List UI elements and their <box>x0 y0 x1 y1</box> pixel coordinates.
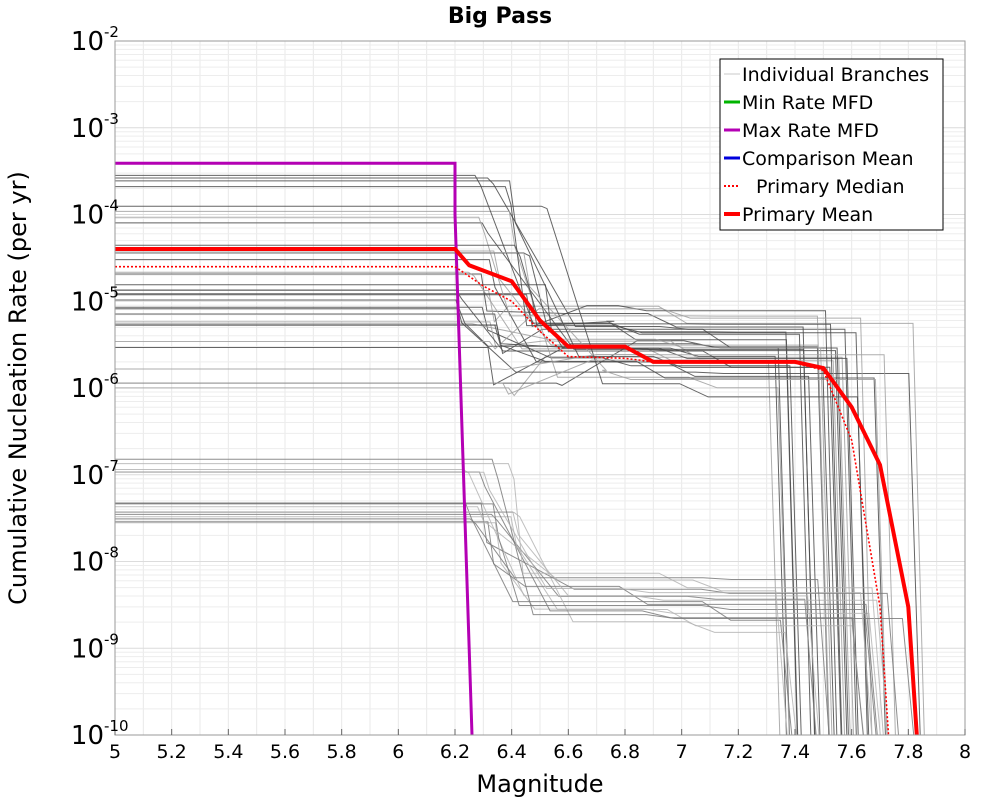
x-tick-label: 7 <box>676 741 688 763</box>
y-tick-label: 10 <box>71 114 104 144</box>
x-tick-label: 8 <box>959 741 971 763</box>
branch-line <box>115 463 884 736</box>
legend-label: Primary Mean <box>742 204 873 226</box>
branch-line <box>115 244 843 736</box>
x-tick-label: 7.4 <box>780 741 810 763</box>
series-max-rate-mfd <box>115 161 474 736</box>
y-tick-exponent: -7 <box>104 457 119 475</box>
legend-label: Comparison Mean <box>742 148 914 170</box>
branch-line <box>115 222 848 736</box>
legend-label: Min Rate MFD <box>742 92 873 114</box>
x-tick-label: 5.4 <box>213 741 243 763</box>
legend-label: Max Rate MFD <box>742 120 879 142</box>
branch-line <box>115 511 889 736</box>
x-tick-label: 7.8 <box>893 741 923 763</box>
y-tick-exponent: -10 <box>104 717 129 735</box>
branch-line <box>115 516 865 736</box>
branch-line <box>115 506 788 736</box>
branch-line <box>115 216 830 736</box>
x-tick-label: 7.6 <box>837 741 867 763</box>
y-tick-exponent: -6 <box>104 370 119 388</box>
x-tick-label: 6.8 <box>610 741 640 763</box>
branch-line <box>115 324 886 736</box>
plot-frame <box>114 40 966 736</box>
y-tick-label: 10 <box>71 548 104 578</box>
chart-title: Big Pass <box>448 4 552 29</box>
branch-line <box>115 323 833 736</box>
branch-line <box>115 471 864 736</box>
series-primary-mean <box>115 247 919 736</box>
branch-line <box>115 252 888 736</box>
branch-line <box>115 471 873 736</box>
legend: Individual Branches Min Rate MFD Max Rate … <box>719 58 944 231</box>
legend-label: Primary Median <box>756 176 905 198</box>
branch-line <box>115 458 915 736</box>
y-tick-label: 10 <box>71 287 104 317</box>
x-tick-label: 6.4 <box>497 741 527 763</box>
legend-label: Individual Branches <box>742 64 929 86</box>
branch-line <box>115 174 812 736</box>
branch-line <box>115 354 896 736</box>
branch-line <box>115 273 815 736</box>
branch-line <box>115 180 835 736</box>
branch-line <box>115 513 817 736</box>
branch-line <box>115 259 821 736</box>
y-tick-label: 10 <box>71 634 104 664</box>
branch-line <box>115 502 793 736</box>
y-tick-label: 10 <box>71 27 104 57</box>
branch-line <box>115 252 798 736</box>
y-tick-label: 10 <box>71 374 104 404</box>
y-tick-label: 10 <box>71 461 104 491</box>
y-tick-exponent: -9 <box>104 630 119 648</box>
x-tick-label: 6 <box>392 741 404 763</box>
x-axis-label: Magnitude <box>476 770 603 798</box>
branch-line <box>115 186 868 736</box>
x-tick-label: 7.2 <box>723 741 753 763</box>
main-series <box>115 161 919 736</box>
legend-box <box>719 58 944 231</box>
branch-line <box>115 521 878 736</box>
y-tick-exponent: -2 <box>104 23 119 41</box>
x-tick-label: 6.6 <box>553 741 583 763</box>
y-axis-label: Cumulative Nucleation Rate (per yr) <box>4 171 32 605</box>
branch-line <box>115 518 830 736</box>
y-tick-label: 10 <box>71 721 104 751</box>
branch-line <box>115 503 877 736</box>
y-tick-exponent: -4 <box>104 197 119 215</box>
x-tick-label: 5.8 <box>327 741 357 763</box>
y-tick-exponent: -8 <box>104 544 119 562</box>
y-tick-label: 10 <box>71 201 104 231</box>
y-tick-exponent: -5 <box>104 283 119 301</box>
y-tick-exponent: -3 <box>104 110 119 128</box>
x-tick-label: 5 <box>109 741 121 763</box>
branch-line <box>115 308 873 736</box>
x-tick-label: 5.2 <box>157 741 187 763</box>
x-axis-ticks: 5 5.2 5.4 5.6 5.8 6 6.2 6.4 6.6 6.8 7 7.2 7.4 7.6 7.8 8 <box>109 729 971 763</box>
branch-line <box>115 290 925 736</box>
branch-line <box>115 512 797 736</box>
x-tick-label: 6.2 <box>440 741 470 763</box>
x-tick-label: 5.6 <box>270 741 300 763</box>
series-primary-median <box>115 265 890 736</box>
